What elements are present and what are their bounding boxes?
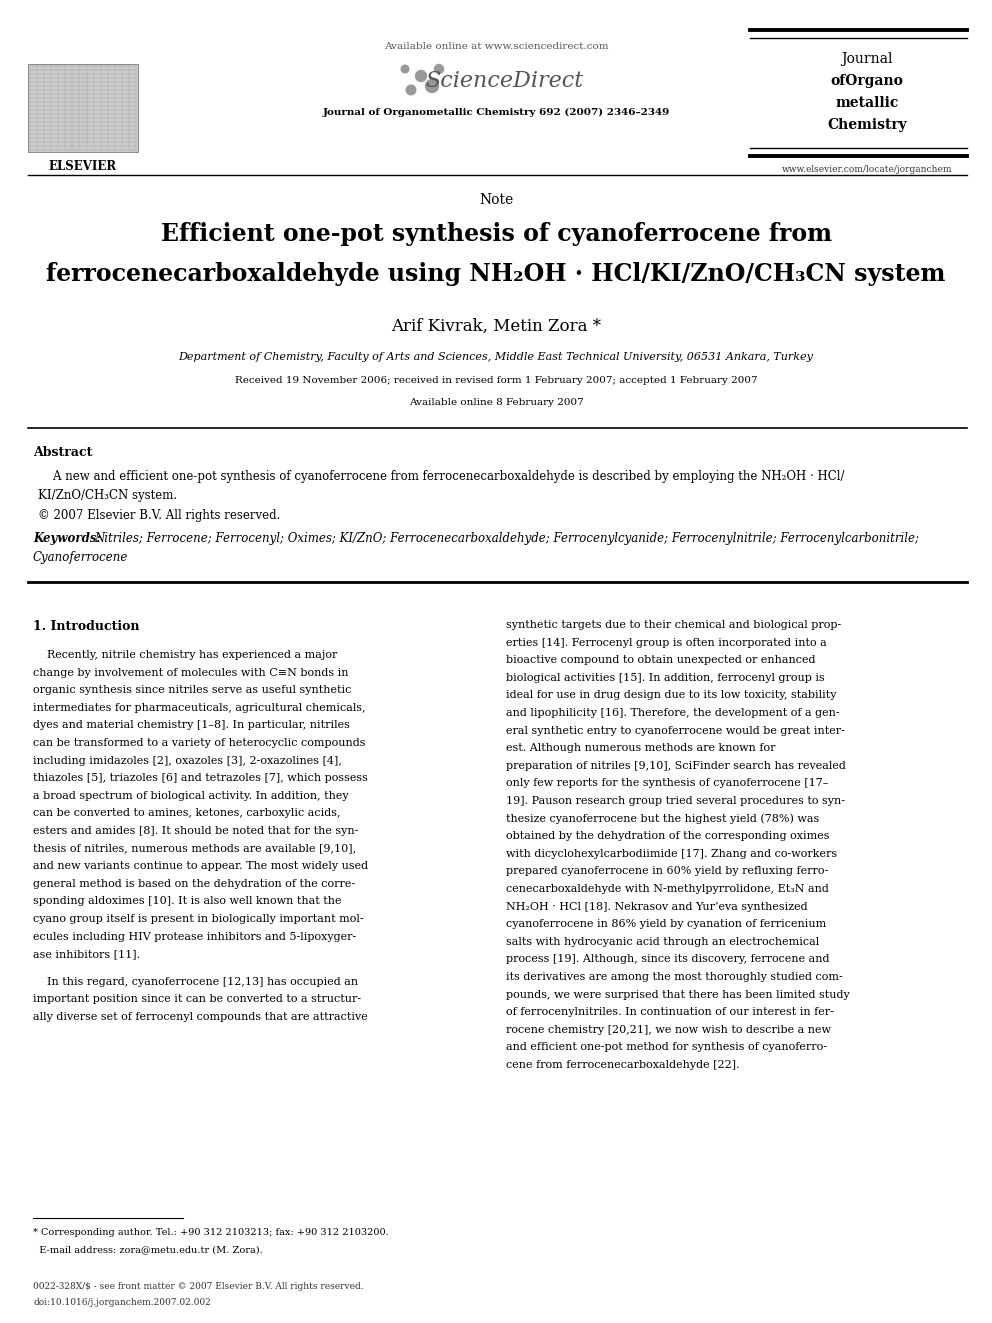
- Text: ELSEVIER: ELSEVIER: [49, 160, 117, 173]
- Text: preparation of nitriles [9,10], SciFinder search has revealed: preparation of nitriles [9,10], SciFinde…: [506, 761, 846, 771]
- Text: 1. Introduction: 1. Introduction: [33, 620, 140, 632]
- Circle shape: [426, 79, 438, 93]
- Text: metallic: metallic: [835, 97, 899, 110]
- Text: thesize cyanoferrocene but the highest yield (78%) was: thesize cyanoferrocene but the highest y…: [506, 814, 819, 824]
- Text: ferrocenecarboxaldehyde using NH₂OH · HCl/KI/ZnO/CH₃CN system: ferrocenecarboxaldehyde using NH₂OH · HC…: [47, 262, 945, 286]
- Text: KI/ZnO/CH₃CN system.: KI/ZnO/CH₃CN system.: [38, 490, 178, 503]
- Text: Department of Chemistry, Faculty of Arts and Sciences, Middle East Technical Uni: Department of Chemistry, Faculty of Arts…: [179, 352, 813, 363]
- Text: dyes and material chemistry [1–8]. In particular, nitriles: dyes and material chemistry [1–8]. In pa…: [33, 721, 350, 730]
- Text: est. Although numerous methods are known for: est. Although numerous methods are known…: [506, 744, 776, 753]
- Text: erties [14]. Ferrocenyl group is often incorporated into a: erties [14]. Ferrocenyl group is often i…: [506, 638, 826, 647]
- Text: Cyanoferrocene: Cyanoferrocene: [33, 552, 128, 565]
- Circle shape: [416, 70, 427, 82]
- Text: www.elsevier.com/locate/jorganchem: www.elsevier.com/locate/jorganchem: [782, 165, 952, 175]
- Text: biological activities [15]. In addition, ferrocenyl group is: biological activities [15]. In addition,…: [506, 673, 824, 683]
- Text: Efficient one-pot synthesis of cyanoferrocene from: Efficient one-pot synthesis of cyanoferr…: [161, 222, 831, 246]
- Text: Abstract: Abstract: [33, 446, 92, 459]
- Text: Nitriles; Ferrocene; Ferrocenyl; Oximes; KI/ZnO; Ferrocenecarboxaldehyde; Ferroc: Nitriles; Ferrocene; Ferrocenyl; Oximes;…: [94, 532, 919, 545]
- Text: ScienceDirect: ScienceDirect: [425, 70, 583, 93]
- Text: eral synthetic entry to cyanoferrocene would be great inter-: eral synthetic entry to cyanoferrocene w…: [506, 725, 845, 736]
- Text: ecules including HIV protease inhibitors and 5-lipoxyger-: ecules including HIV protease inhibitors…: [33, 931, 356, 942]
- Circle shape: [434, 65, 443, 74]
- Text: can be transformed to a variety of heterocyclic compounds: can be transformed to a variety of heter…: [33, 738, 365, 747]
- Text: Journal of Organometallic Chemistry 692 (2007) 2346–2349: Journal of Organometallic Chemistry 692 …: [322, 108, 670, 118]
- Text: its derivatives are among the most thoroughly studied com-: its derivatives are among the most thoro…: [506, 972, 843, 982]
- Text: cene from ferrocenecarboxaldehyde [22].: cene from ferrocenecarboxaldehyde [22].: [506, 1060, 740, 1070]
- Text: important position since it can be converted to a structur-: important position since it can be conve…: [33, 995, 361, 1004]
- Text: and lipophilicity [16]. Therefore, the development of a gen-: and lipophilicity [16]. Therefore, the d…: [506, 708, 839, 718]
- Text: Keywords:: Keywords:: [33, 532, 105, 545]
- Text: sponding aldoximes [10]. It is also well known that the: sponding aldoximes [10]. It is also well…: [33, 897, 341, 906]
- Text: prepared cyanoferrocene in 60% yield by refluxing ferro-: prepared cyanoferrocene in 60% yield by …: [506, 867, 828, 876]
- Circle shape: [401, 65, 409, 73]
- Text: Received 19 November 2006; received in revised form 1 February 2007; accepted 1 : Received 19 November 2006; received in r…: [235, 376, 757, 385]
- Text: 19]. Pauson research group tried several procedures to syn-: 19]. Pauson research group tried several…: [506, 796, 845, 806]
- Text: process [19]. Although, since its discovery, ferrocene and: process [19]. Although, since its discov…: [506, 954, 829, 964]
- Text: including imidazoles [2], oxazoles [3], 2-oxazolines [4],: including imidazoles [2], oxazoles [3], …: [33, 755, 342, 766]
- Text: Arif Kivrak, Metin Zora *: Arif Kivrak, Metin Zora *: [391, 318, 601, 335]
- Text: cenecarboxaldehyde with N-methylpyrrolidone, Et₃N and: cenecarboxaldehyde with N-methylpyrrolid…: [506, 884, 829, 894]
- Text: * Corresponding author. Tel.: +90 312 2103213; fax: +90 312 2103200.: * Corresponding author. Tel.: +90 312 21…: [33, 1228, 389, 1237]
- Text: and efficient one-pot method for synthesis of cyanoferro-: and efficient one-pot method for synthes…: [506, 1043, 827, 1052]
- Text: A new and efficient one-pot synthesis of cyanoferrocene from ferrocenecarboxalde: A new and efficient one-pot synthesis of…: [38, 470, 844, 483]
- Text: salts with hydrocyanic acid through an electrochemical: salts with hydrocyanic acid through an e…: [506, 937, 819, 947]
- Text: of ferrocenylnitriles. In continuation of our interest in fer-: of ferrocenylnitriles. In continuation o…: [506, 1007, 834, 1017]
- Text: In this regard, cyanoferrocene [12,13] has occupied an: In this regard, cyanoferrocene [12,13] h…: [33, 976, 358, 987]
- Text: thesis of nitriles, numerous methods are available [9,10],: thesis of nitriles, numerous methods are…: [33, 844, 356, 853]
- Text: synthetic targets due to their chemical and biological prop-: synthetic targets due to their chemical …: [506, 620, 841, 630]
- Text: Available online at www.sciencedirect.com: Available online at www.sciencedirect.co…: [384, 42, 608, 52]
- Text: © 2007 Elsevier B.V. All rights reserved.: © 2007 Elsevier B.V. All rights reserved…: [38, 509, 281, 523]
- Text: ase inhibitors [11].: ase inhibitors [11].: [33, 949, 140, 959]
- Text: bioactive compound to obtain unexpected or enhanced: bioactive compound to obtain unexpected …: [506, 655, 815, 665]
- Text: Chemistry: Chemistry: [827, 118, 907, 132]
- Text: 0022-328X/$ - see front matter © 2007 Elsevier B.V. All rights reserved.: 0022-328X/$ - see front matter © 2007 El…: [33, 1282, 364, 1291]
- Text: Recently, nitrile chemistry has experienced a major: Recently, nitrile chemistry has experien…: [33, 650, 337, 660]
- Text: and new variants continue to appear. The most widely used: and new variants continue to appear. The…: [33, 861, 368, 872]
- Text: doi:10.1016/j.jorganchem.2007.02.002: doi:10.1016/j.jorganchem.2007.02.002: [33, 1298, 210, 1307]
- Text: ideal for use in drug design due to its low toxicity, stability: ideal for use in drug design due to its …: [506, 691, 836, 700]
- Text: NH₂OH · HCl [18]. Nekrasov and Yur’eva synthesized: NH₂OH · HCl [18]. Nekrasov and Yur’eva s…: [506, 901, 807, 912]
- Text: ofOrgano: ofOrgano: [830, 74, 904, 89]
- Text: Journal: Journal: [841, 52, 893, 66]
- Bar: [28, 64, 138, 152]
- Text: intermediates for pharmaceuticals, agricultural chemicals,: intermediates for pharmaceuticals, agric…: [33, 703, 366, 713]
- Text: only few reports for the synthesis of cyanoferrocene [17–: only few reports for the synthesis of cy…: [506, 778, 828, 789]
- Text: organic synthesis since nitriles serve as useful synthetic: organic synthesis since nitriles serve a…: [33, 685, 351, 695]
- Text: pounds, we were surprised that there has been limited study: pounds, we were surprised that there has…: [506, 990, 850, 1000]
- Text: with dicyclohexylcarbodiimide [17]. Zhang and co-workers: with dicyclohexylcarbodiimide [17]. Zhan…: [506, 849, 837, 859]
- Text: rocene chemistry [20,21], we now wish to describe a new: rocene chemistry [20,21], we now wish to…: [506, 1025, 831, 1035]
- Text: general method is based on the dehydration of the corre-: general method is based on the dehydrati…: [33, 878, 355, 889]
- Text: cyano group itself is present in biologically important mol-: cyano group itself is present in biologi…: [33, 914, 364, 923]
- Text: change by involvement of molecules with C≡N bonds in: change by involvement of molecules with …: [33, 668, 348, 677]
- Text: thiazoles [5], triazoles [6] and tetrazoles [7], which possess: thiazoles [5], triazoles [6] and tetrazo…: [33, 773, 368, 783]
- Text: obtained by the dehydration of the corresponding oximes: obtained by the dehydration of the corre…: [506, 831, 829, 841]
- Text: can be converted to amines, ketones, carboxylic acids,: can be converted to amines, ketones, car…: [33, 808, 340, 819]
- Text: cyanoferrocene in 86% yield by cyanation of ferricenium: cyanoferrocene in 86% yield by cyanation…: [506, 919, 826, 929]
- Circle shape: [406, 85, 416, 95]
- Text: E-mail address: zora@metu.edu.tr (M. Zora).: E-mail address: zora@metu.edu.tr (M. Zor…: [33, 1245, 263, 1254]
- Text: a broad spectrum of biological activity. In addition, they: a broad spectrum of biological activity.…: [33, 791, 348, 800]
- Text: esters and amides [8]. It should be noted that for the syn-: esters and amides [8]. It should be note…: [33, 826, 358, 836]
- Text: ally diverse set of ferrocenyl compounds that are attractive: ally diverse set of ferrocenyl compounds…: [33, 1012, 368, 1021]
- Text: Available online 8 February 2007: Available online 8 February 2007: [409, 398, 583, 407]
- Text: Note: Note: [479, 193, 513, 206]
